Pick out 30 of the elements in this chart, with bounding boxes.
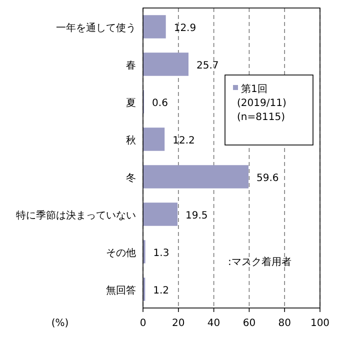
x-tick-label: 60	[242, 318, 256, 329]
y-tick-label: 冬	[126, 172, 136, 184]
data-label: 25.7	[196, 60, 219, 72]
data-label: 12.9	[174, 22, 196, 34]
bar	[143, 202, 178, 226]
bar	[143, 52, 188, 76]
y-tick-label: 春	[126, 60, 136, 72]
annotation: :マスク着用者	[228, 256, 292, 268]
y-tick-label: 一年を通して使う	[56, 22, 136, 34]
data-label: 1.2	[153, 285, 170, 296]
bar	[143, 128, 165, 151]
y-tick-label: 特に季節は決まっていない	[16, 209, 136, 222]
y-tick-label: その他	[106, 246, 136, 259]
legend-label: 第1回 (2019/11) (n=8115)	[237, 83, 286, 123]
y-tick-label: 無回答	[106, 284, 136, 296]
data-label: 19.5	[186, 210, 208, 222]
data-label: 12.2	[172, 135, 195, 146]
x-tick-label: 0	[140, 318, 146, 329]
bar	[143, 165, 248, 188]
bar	[143, 15, 166, 38]
data-label: 59.6	[256, 172, 279, 184]
y-tick-label: 秋	[126, 134, 136, 146]
x-tick-label: 100	[310, 318, 330, 329]
data-label: 0.6	[152, 98, 168, 109]
data-label: 1.3	[153, 248, 170, 259]
y-tick-label: 夏	[126, 98, 136, 109]
x-axis-title: (%)	[51, 318, 69, 329]
x-tick-label: 20	[172, 318, 185, 329]
x-tick-label: 80	[278, 318, 291, 329]
x-tick-label: 40	[207, 318, 220, 329]
